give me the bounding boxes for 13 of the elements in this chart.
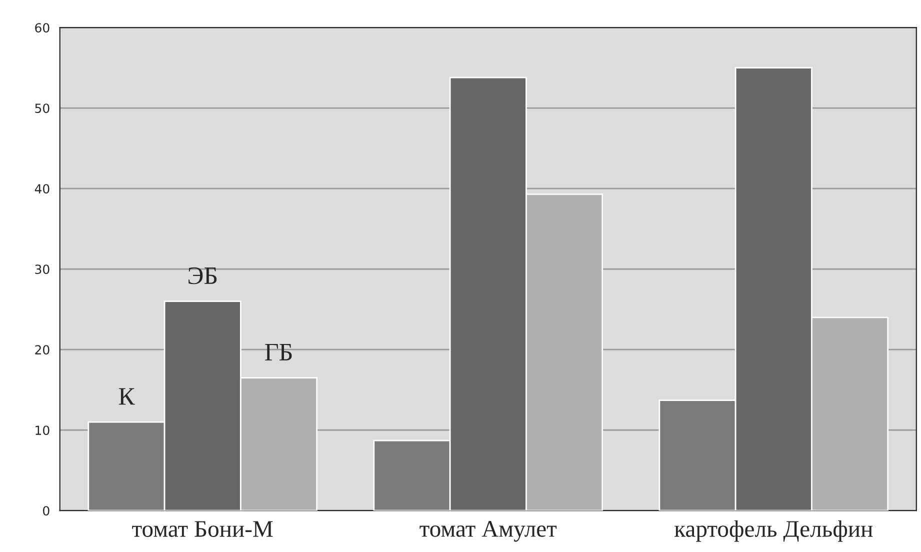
series-label: ЭБ: [188, 267, 217, 284]
y-tick-label: 60: [35, 23, 50, 33]
y-tick-label: 20: [35, 345, 50, 355]
series-label: К: [118, 388, 135, 405]
y-tick-label: 10: [36, 426, 50, 436]
series-label: ГБ: [265, 344, 292, 360]
x-tick-label: томат Бони-М: [132, 521, 273, 537]
x-tick-label: картофель Дельфин: [674, 520, 873, 542]
y-tick-label: 40: [34, 184, 50, 194]
x-tick-label: томат Амулет: [420, 521, 557, 542]
y-tick-label: 50: [35, 104, 50, 114]
y-tick-label: 0: [43, 506, 50, 516]
y-tick-label: 30: [35, 264, 50, 274]
